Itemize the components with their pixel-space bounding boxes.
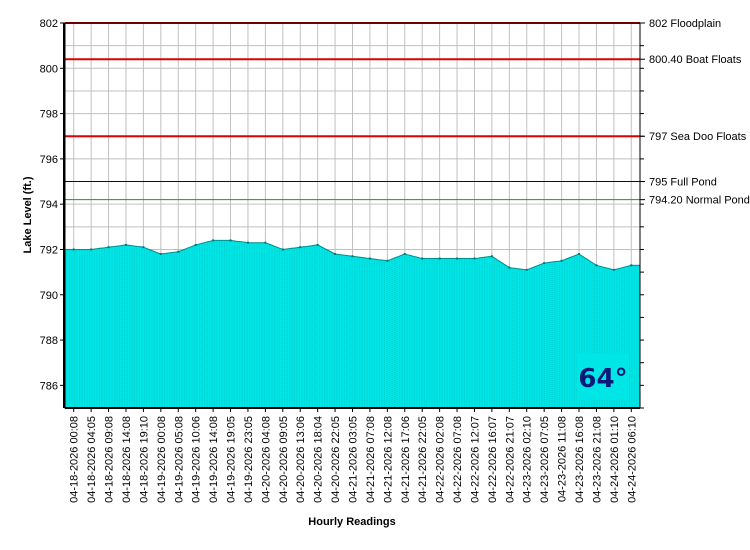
x-tick-label: 04-19-2026 05:08 [173,416,185,503]
x-axis-title: Hourly Readings [308,516,395,528]
x-tick-label: 04-23-2026 21:08 [591,416,603,503]
data-point [368,257,371,260]
data-point [421,257,424,260]
data-point [595,264,598,267]
y-tick-label: 790 [40,290,58,302]
x-tick-label: 04-21-2026 03:05 [348,416,360,503]
x-tick-label: 04-18-2026 14:08 [121,416,133,503]
reference-label: 802 Floodplain [649,18,721,30]
data-point [194,243,197,246]
x-tick-label: 04-22-2026 12:07 [469,416,481,503]
x-tick-label: 04-20-2026 04:08 [260,416,272,503]
y-axis-title: Lake Level (ft.) [22,176,34,253]
data-point [525,268,528,271]
x-tick-label: 04-20-2026 13:06 [295,416,307,503]
x-tick-label: 04-22-2026 07:08 [452,416,464,503]
data-point [351,255,354,258]
data-point [264,241,267,244]
area-hatching [66,240,640,408]
x-tick-label: 04-21-2026 22:05 [417,416,429,503]
data-point [403,253,406,255]
data-point [578,253,581,255]
data-point [630,264,633,267]
reference-labels: 802 Floodplain 800.40 Boat Floats 797 Sea … [640,18,750,207]
x-tick-label: 04-20-2026 22:05 [330,416,342,503]
data-point [456,257,459,260]
x-tick-labels: 04-18-2026 00:08 04-18-2026 04:05 04-18-20… [69,408,638,503]
x-tick-label: 04-23-2026 07:05 [539,416,551,503]
data-point [281,248,284,251]
x-tick-label: 04-20-2026 09:05 [278,416,290,503]
x-tick-label: 04-19-2026 14:08 [208,416,220,503]
data-point [334,253,337,255]
data-point [490,255,493,258]
data-point [508,266,511,269]
reference-label: 795 Full Pond [649,177,717,189]
x-tick-label: 04-24-2026 06:10 [626,416,638,503]
x-tick-label: 04-18-2026 04:05 [86,416,98,503]
data-point [438,257,441,260]
x-tick-label: 04-18-2026 00:08 [69,416,81,503]
x-tick-label: 04-22-2026 21:07 [504,416,516,503]
data-point [90,248,93,251]
data-point [124,243,127,246]
x-tick-label: 04-19-2026 19:05 [226,416,238,503]
data-point [560,259,563,262]
x-tick-label: 04-23-2026 02:10 [522,416,534,503]
data-point [72,248,75,251]
x-tick-label: 04-20-2026 18:04 [313,416,325,503]
data-point [212,239,215,242]
x-tick-label: 04-24-2026 01:10 [609,416,621,503]
x-tick-label: 04-22-2026 16:07 [487,416,499,503]
data-point [543,262,546,265]
x-tick-label: 04-23-2026 16:08 [574,416,586,503]
data-point [316,243,319,246]
y-tick-label: 794 [40,199,58,211]
x-tick-label: 04-18-2026 19:10 [138,416,150,503]
reference-label: 797 Sea Doo Floats [649,131,747,143]
x-tick-label: 04-22-2026 02:08 [435,416,447,503]
data-point [612,268,615,271]
data-point [177,250,180,253]
area-series [64,239,641,409]
y-tick-label: 788 [40,335,58,347]
data-point [473,257,476,260]
data-point [159,253,162,255]
reference-label: 800.40 Boat Floats [649,54,742,66]
data-point [246,241,249,244]
data-point [299,246,302,249]
data-point [386,259,389,262]
y-tick-label: 800 [40,63,58,75]
temperature-value: 64° [578,364,627,394]
temperature-badge-background [577,354,629,400]
x-tick-label: 04-21-2026 12:08 [382,416,394,503]
x-tick-label: 04-19-2026 23:05 [243,416,255,503]
x-tick-label: 04-19-2026 10:06 [191,416,203,503]
y-tick-label: 798 [40,109,58,121]
x-tick-label: 04-19-2026 00:08 [156,416,168,503]
data-point [229,239,232,242]
lake-level-area [64,239,641,409]
x-tick-label: 04-21-2026 17:06 [400,416,412,503]
y-tick-label: 802 [40,18,58,30]
temperature-badge: 64° [577,354,629,400]
y-tick-label: 786 [40,380,58,392]
data-point [107,246,110,249]
data-point [142,246,145,249]
y-tick-labels: 786 788 790 792 794 796 798 800 802 [40,18,65,392]
x-tick-label: 04-23-2026 11:08 [557,416,569,502]
y-tick-label: 792 [40,244,58,256]
x-tick-label: 04-21-2026 07:08 [365,416,377,503]
x-tick-label: 04-18-2026 09:08 [104,416,116,503]
reference-label: 794.20 Normal Pond [649,195,750,207]
y-tick-label: 796 [40,154,58,166]
